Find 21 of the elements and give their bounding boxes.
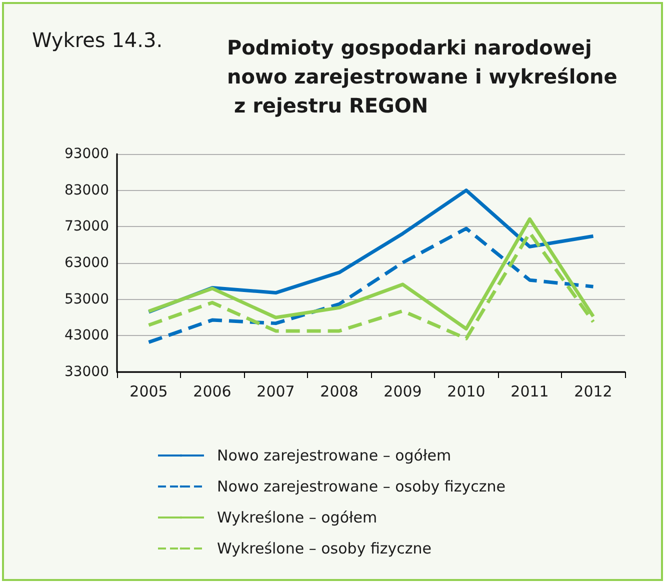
x-tick-label: 2006 xyxy=(193,382,232,400)
x-tick-label: 2007 xyxy=(256,382,295,400)
y-tick-label: 93000 xyxy=(64,146,109,162)
x-tick-label: 2012 xyxy=(574,382,612,400)
x-tick-label: 2009 xyxy=(384,382,422,400)
x-tick-label: 2005 xyxy=(130,382,168,400)
legend-label: Wykreślone – ogółem xyxy=(217,508,378,526)
y-tick-label: 33000 xyxy=(64,364,109,380)
legend-label: Nowo zarejestrowane – osoby fizyczne xyxy=(217,478,506,496)
y-tick-label: 43000 xyxy=(64,328,109,344)
y-tick-label: 73000 xyxy=(64,218,109,235)
y-tick-label: 53000 xyxy=(64,291,109,308)
x-tick-label: 2010 xyxy=(447,382,486,400)
legend-label: Nowo zarejestrowane – ogółem xyxy=(217,446,452,464)
x-tick-label: 2011 xyxy=(510,382,549,400)
x-tick-label: 2008 xyxy=(320,382,358,400)
text: Wykres 14.3. xyxy=(32,28,163,52)
y-tick-label: 83000 xyxy=(64,182,109,198)
chart-title: Podmioty gospodarki narodowej nowo zarejestrowane i wykreślone z rejestru REGON xyxy=(227,36,618,118)
y-tick-label: 63000 xyxy=(64,255,109,271)
legend-label: Wykreślone – osoby fizyczne xyxy=(217,540,432,558)
